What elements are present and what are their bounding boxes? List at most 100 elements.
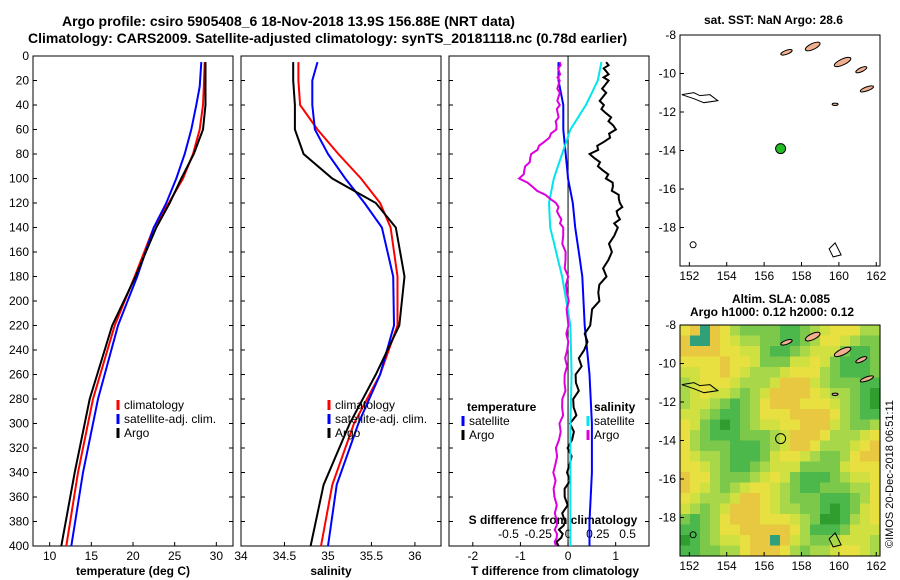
sla-cell — [680, 440, 691, 452]
sst-map-xtick-label: 154 — [717, 269, 737, 283]
sla-cell — [710, 325, 721, 337]
sla-cell — [730, 545, 741, 557]
sla-cell — [820, 472, 831, 484]
sla-cell — [740, 440, 751, 452]
sla-map-xtick-label: 156 — [754, 559, 774, 573]
sla-cell — [760, 367, 771, 379]
sla-cell — [870, 430, 881, 442]
sla-cell — [720, 514, 731, 526]
sla-cell — [820, 451, 831, 463]
sla-cell — [780, 535, 791, 547]
sst-map-ytick-label: -8 — [665, 28, 676, 42]
sla-cell — [850, 388, 861, 400]
sla-map-island — [859, 375, 875, 383]
sla-cell — [830, 545, 841, 557]
sla-cell — [870, 461, 881, 473]
sla-cell — [720, 346, 731, 358]
sla-cell — [680, 409, 691, 421]
sla-cell — [770, 430, 781, 442]
sla-cell — [810, 440, 821, 452]
sla-cell — [870, 367, 881, 379]
sla-cell — [820, 419, 831, 431]
sla-cell — [760, 398, 771, 410]
sla-cell — [680, 472, 691, 484]
sla-cell — [850, 545, 861, 557]
sla-cell — [850, 514, 861, 526]
depth-tick-label: 280 — [9, 392, 29, 406]
difference-panel: -2 -1 0 1T difference from climatology -0.5-… — [448, 55, 650, 578]
sla-map-island — [831, 392, 839, 396]
sla-cell — [730, 377, 741, 389]
sla-cell — [680, 451, 691, 463]
sla-cell — [840, 535, 851, 547]
sla-cell — [700, 335, 711, 347]
sla-cell — [860, 545, 871, 557]
sla-cell — [720, 388, 731, 400]
sla-cell — [810, 419, 821, 431]
sla-cell — [820, 409, 831, 421]
sla-cell — [870, 398, 881, 410]
sla-cell — [860, 430, 871, 442]
sla-cell — [790, 346, 801, 358]
sla-map-reef-outline — [681, 382, 720, 394]
depth-tick-label: 60 — [16, 123, 30, 137]
sla-cell — [730, 356, 741, 368]
sla-cell — [680, 482, 691, 494]
sst-map-xtick-label: 158 — [791, 269, 811, 283]
sla-cell — [730, 346, 741, 358]
sla-cell — [840, 503, 851, 515]
sla-cell — [700, 346, 711, 358]
sla-cell — [770, 367, 781, 379]
sla-cell — [790, 419, 801, 431]
sla-cell — [700, 398, 711, 410]
sla-cell — [800, 367, 811, 379]
sla-map-xtick-label: 154 — [717, 559, 737, 573]
sla-cell — [730, 451, 741, 463]
sla-cell — [710, 451, 721, 463]
sla-cell — [780, 440, 791, 452]
sla-cell — [700, 440, 711, 452]
sla-cell — [770, 451, 781, 463]
sla-cell — [790, 524, 801, 536]
sla-cell — [700, 524, 711, 536]
sla-cell — [800, 461, 811, 473]
sla-cell — [690, 356, 701, 368]
diff-xtick-label: -1 — [515, 549, 526, 563]
sla-map-title-2: Argo h1000: 0.12 h2000: 0.12 — [690, 305, 855, 319]
sla-cell — [840, 430, 851, 442]
sla-cell — [790, 461, 801, 473]
sla-cell — [740, 461, 751, 473]
sla-cell — [870, 503, 881, 515]
sla-cell — [720, 335, 731, 347]
sla-cell — [750, 398, 761, 410]
sla-cell — [830, 430, 841, 442]
sla-cell — [860, 535, 871, 547]
sla-map-reef-islet — [689, 531, 697, 539]
sla-cell — [820, 356, 831, 368]
sla-cell — [710, 545, 721, 557]
sla-cell — [690, 409, 701, 421]
sla-cell — [870, 346, 881, 358]
sla-cell — [860, 377, 871, 389]
sla-map-ytick-label: -14 — [659, 434, 677, 448]
sla-cell — [830, 493, 841, 505]
sla-cell — [800, 493, 811, 505]
sal-xlabel: salinity — [310, 564, 352, 578]
sla-cell — [820, 430, 831, 442]
sla-cell — [840, 419, 851, 431]
sal-legend-label: satellite-adj. clim. — [335, 412, 427, 426]
sla-cell — [860, 409, 871, 421]
sla-cell — [850, 451, 861, 463]
diff-series-temperature-satellite — [557, 62, 593, 546]
sla-cell — [680, 377, 691, 389]
sla-cell — [830, 482, 841, 494]
sst-map-island — [780, 49, 793, 56]
diff-series-salinity-argo — [517, 61, 570, 547]
sla-cell — [770, 461, 781, 473]
sla-cell — [770, 356, 781, 368]
sla-cell — [830, 503, 841, 515]
sla-cell — [800, 346, 811, 358]
sla-cell — [700, 503, 711, 515]
sla-cell — [700, 430, 711, 442]
